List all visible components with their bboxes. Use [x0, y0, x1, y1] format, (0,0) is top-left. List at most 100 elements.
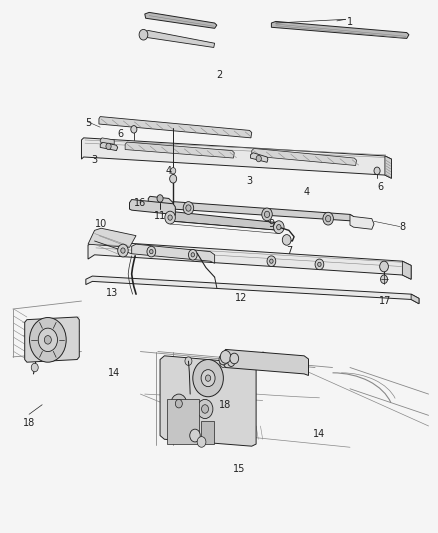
Polygon shape — [411, 294, 419, 304]
Text: 7: 7 — [286, 246, 292, 255]
Polygon shape — [272, 21, 409, 38]
Circle shape — [193, 360, 223, 397]
Circle shape — [139, 29, 148, 40]
Text: 18: 18 — [219, 400, 232, 410]
Text: 5: 5 — [85, 118, 91, 128]
Text: 8: 8 — [399, 222, 406, 232]
Polygon shape — [100, 142, 118, 151]
Polygon shape — [143, 30, 215, 47]
Polygon shape — [148, 196, 173, 209]
Text: 11: 11 — [154, 211, 166, 221]
Circle shape — [277, 224, 281, 230]
Polygon shape — [160, 356, 256, 446]
Polygon shape — [251, 153, 268, 163]
Polygon shape — [86, 276, 419, 304]
Circle shape — [256, 156, 261, 162]
Circle shape — [183, 201, 194, 214]
Circle shape — [220, 359, 227, 368]
Circle shape — [315, 259, 324, 270]
Circle shape — [131, 126, 137, 133]
Polygon shape — [125, 142, 234, 158]
Circle shape — [228, 358, 235, 367]
Text: 6: 6 — [118, 128, 124, 139]
Polygon shape — [100, 138, 114, 144]
Circle shape — [205, 375, 211, 381]
Circle shape — [374, 167, 380, 174]
Circle shape — [201, 405, 208, 413]
Circle shape — [267, 256, 276, 266]
Polygon shape — [252, 149, 357, 165]
Circle shape — [197, 437, 206, 447]
Polygon shape — [132, 244, 215, 263]
Circle shape — [170, 167, 176, 174]
Text: 13: 13 — [106, 288, 118, 298]
Polygon shape — [25, 317, 79, 362]
Circle shape — [170, 174, 177, 183]
Text: 15: 15 — [233, 464, 245, 473]
Polygon shape — [166, 211, 283, 231]
Text: 4: 4 — [166, 166, 172, 176]
Text: 2: 2 — [216, 70, 222, 80]
Circle shape — [38, 328, 57, 352]
Polygon shape — [223, 350, 308, 375]
Circle shape — [323, 212, 333, 225]
Circle shape — [168, 215, 172, 220]
Circle shape — [381, 275, 388, 284]
Polygon shape — [403, 261, 411, 279]
Circle shape — [220, 351, 231, 364]
Text: 6: 6 — [378, 182, 384, 192]
Circle shape — [219, 354, 228, 365]
Polygon shape — [88, 241, 411, 279]
Circle shape — [29, 318, 66, 362]
Text: 12: 12 — [235, 293, 247, 303]
Circle shape — [265, 211, 270, 217]
Circle shape — [188, 249, 197, 260]
Circle shape — [262, 208, 272, 221]
Circle shape — [150, 249, 153, 254]
Polygon shape — [171, 201, 353, 223]
Polygon shape — [81, 138, 392, 178]
Circle shape — [157, 195, 163, 202]
Text: 10: 10 — [95, 219, 107, 229]
Circle shape — [121, 248, 125, 253]
Circle shape — [270, 259, 273, 263]
Circle shape — [165, 211, 175, 224]
Polygon shape — [88, 228, 136, 247]
Text: 3: 3 — [92, 155, 98, 165]
FancyBboxPatch shape — [201, 421, 214, 443]
Text: 4: 4 — [303, 187, 309, 197]
Circle shape — [147, 246, 155, 257]
Circle shape — [185, 357, 192, 366]
Text: 9: 9 — [268, 219, 275, 229]
Circle shape — [230, 353, 239, 364]
Text: 14: 14 — [108, 368, 120, 378]
Text: 18: 18 — [23, 418, 35, 429]
Text: 17: 17 — [379, 296, 391, 306]
Polygon shape — [130, 199, 175, 215]
Circle shape — [274, 221, 284, 233]
Text: 1: 1 — [347, 17, 353, 27]
Circle shape — [283, 235, 291, 245]
Circle shape — [191, 253, 194, 257]
Circle shape — [190, 429, 200, 442]
Circle shape — [31, 364, 38, 372]
Polygon shape — [99, 117, 252, 138]
FancyBboxPatch shape — [166, 399, 199, 444]
Circle shape — [201, 369, 215, 386]
Circle shape — [380, 261, 389, 272]
Text: 3: 3 — [247, 176, 253, 187]
Text: 16: 16 — [134, 198, 147, 208]
Circle shape — [171, 394, 187, 413]
Text: 14: 14 — [313, 429, 325, 439]
Circle shape — [186, 205, 191, 211]
Circle shape — [170, 415, 180, 428]
Circle shape — [118, 244, 128, 257]
Circle shape — [175, 399, 182, 408]
Polygon shape — [350, 214, 374, 229]
Circle shape — [44, 336, 51, 344]
Polygon shape — [145, 12, 217, 28]
Circle shape — [197, 399, 213, 418]
Circle shape — [106, 143, 111, 150]
Circle shape — [325, 215, 331, 222]
Polygon shape — [385, 156, 392, 178]
